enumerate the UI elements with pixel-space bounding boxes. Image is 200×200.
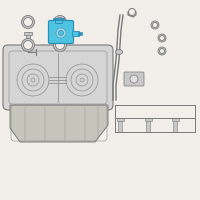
Circle shape — [158, 34, 166, 42]
FancyBboxPatch shape — [3, 45, 113, 110]
Circle shape — [160, 36, 164, 40]
Circle shape — [54, 38, 66, 51]
Circle shape — [56, 28, 66, 38]
Bar — [55, 19, 62, 23]
Bar — [72, 31, 79, 36]
Bar — [78, 32, 82, 35]
Circle shape — [158, 47, 166, 55]
Bar — [116, 118, 124, 121]
Bar — [53, 18, 64, 20]
Circle shape — [22, 16, 35, 28]
Circle shape — [22, 38, 35, 51]
Circle shape — [160, 48, 164, 53]
FancyBboxPatch shape — [124, 72, 144, 86]
Circle shape — [153, 22, 158, 27]
Circle shape — [56, 40, 64, 49]
Circle shape — [130, 75, 138, 83]
Bar — [144, 118, 152, 121]
Circle shape — [56, 18, 64, 26]
Bar — [172, 118, 179, 121]
Bar — [118, 120, 122, 132]
Bar — [26, 32, 30, 48]
Polygon shape — [10, 105, 108, 142]
Ellipse shape — [116, 49, 122, 54]
Bar — [24, 31, 32, 35]
Circle shape — [54, 16, 66, 28]
FancyBboxPatch shape — [48, 21, 74, 44]
Circle shape — [58, 30, 64, 36]
Circle shape — [151, 21, 159, 29]
Circle shape — [24, 18, 32, 26]
Bar — [173, 120, 177, 132]
Circle shape — [24, 40, 32, 49]
Bar — [146, 120, 150, 132]
